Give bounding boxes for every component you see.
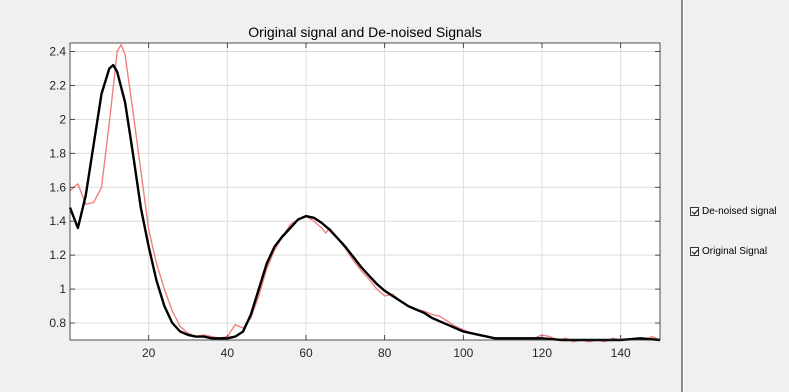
legend-label-original: Original Signal xyxy=(702,246,768,257)
y-tick-label: 1.8 xyxy=(49,146,66,160)
y-tick-label: 0.8 xyxy=(49,316,66,330)
y-tick-label: 1.6 xyxy=(49,180,66,194)
x-tick-label: 40 xyxy=(221,346,235,360)
x-tick-label: 80 xyxy=(378,346,392,360)
x-tick-label: 20 xyxy=(142,346,156,360)
y-tick-label: 2 xyxy=(59,112,66,126)
y-tick-label: 2.2 xyxy=(49,78,66,92)
x-tick-label: 60 xyxy=(299,346,313,360)
legend-item-denoised[interactable]: De-noised signal xyxy=(690,206,777,217)
panel-divider[interactable] xyxy=(681,0,683,392)
x-tick-label: 100 xyxy=(453,346,473,360)
y-tick-label: 2.4 xyxy=(49,44,66,58)
ticks: 20 40 60 80 100 120 140 0.8 1 1.2 1.4 1.6 1.8 2 2.2 2.4 xyxy=(49,43,660,360)
grid xyxy=(70,43,660,340)
panel-divider-highlight xyxy=(683,0,684,392)
series-line-denoised xyxy=(68,63,661,342)
x-tick-label: 140 xyxy=(611,346,631,360)
chart-title: Original signal and De-noised Signals xyxy=(248,24,481,40)
axes-box xyxy=(69,42,661,341)
legend-label-denoised: De-noised signal xyxy=(702,206,777,217)
legend-item-original[interactable]: Original Signal xyxy=(690,246,767,257)
y-tick-label: 1.2 xyxy=(49,248,66,262)
plot-area xyxy=(70,43,660,340)
y-tick-label: 1.4 xyxy=(49,214,66,228)
checkbox-checked-icon[interactable] xyxy=(690,207,699,216)
x-tick-label: 120 xyxy=(532,346,552,360)
y-tick-label: 1 xyxy=(59,282,66,296)
chart: 20 40 60 80 100 120 140 0.8 1 1.2 1.4 1.6 1.8 2 2.2 2.4… xyxy=(49,24,661,360)
legend-panel: De-noised signal Original Signal xyxy=(684,0,789,392)
checkbox-checked-icon[interactable] xyxy=(690,247,699,256)
